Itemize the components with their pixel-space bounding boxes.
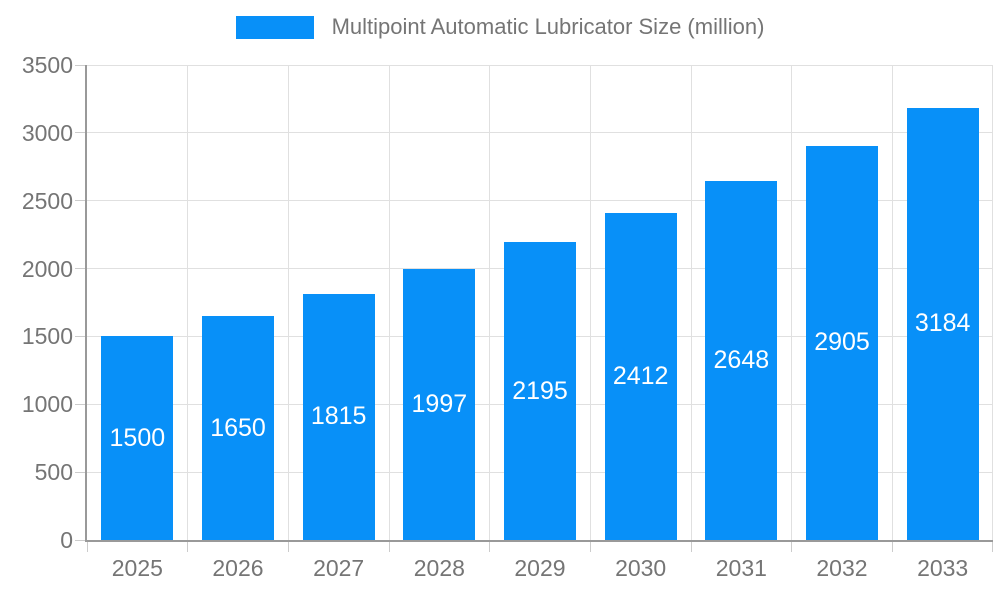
- x-axis-category-label: 2033: [917, 555, 969, 581]
- y-axis-tick: [75, 539, 85, 541]
- plot-area: 0 500 1000 1500 2000 2500 3000 3500 1500 1650 1815…: [22, 52, 993, 581]
- x-axis-tick: [589, 542, 591, 552]
- x-axis-category-label: 2027: [313, 555, 365, 581]
- x-gridline: [489, 65, 491, 540]
- bar[interactable]: 2195: [504, 242, 576, 540]
- y-gridline: [87, 200, 993, 202]
- bar[interactable]: 1815: [302, 293, 375, 540]
- y-axis-tick-label: 3000: [21, 119, 73, 146]
- bar[interactable]: 2648: [705, 180, 778, 540]
- bar-value-label: 2412: [612, 361, 669, 390]
- bar[interactable]: 3184: [906, 107, 979, 540]
- x-axis-category-label: 2028: [413, 555, 465, 581]
- y-gridline: [87, 132, 993, 134]
- x-gridline: [287, 65, 289, 540]
- x-gridline: [690, 65, 692, 540]
- y-axis-tick-label: 2500: [21, 187, 73, 214]
- x-axis-category-label: 2029: [514, 555, 566, 581]
- x-axis-category-label: 2025: [111, 555, 163, 581]
- legend-item[interactable]: Multipoint Automatic Lubricator Size (mi…: [0, 14, 1000, 40]
- x-axis-tick: [690, 542, 692, 552]
- x-axis-tick: [991, 542, 993, 552]
- y-axis-tick-label: 500: [34, 459, 73, 486]
- legend-label: Multipoint Automatic Lubricator Size (mi…: [331, 14, 765, 39]
- x-gridline: [187, 65, 189, 540]
- y-gridline: [87, 64, 993, 66]
- bar[interactable]: 2905: [806, 145, 878, 540]
- bar-value-label: 1815: [310, 402, 367, 431]
- legend-swatch: [235, 15, 314, 39]
- bar[interactable]: 1650: [202, 316, 274, 540]
- bar-value-label: 2195: [512, 376, 568, 405]
- x-axis-tick: [287, 542, 289, 552]
- bar[interactable]: 1997: [403, 268, 476, 540]
- y-axis-tick-label: 2000: [21, 255, 73, 282]
- y-axis-tick-label: 1500: [21, 323, 73, 350]
- x-axis-tick: [86, 542, 88, 552]
- y-axis-tick: [75, 403, 85, 405]
- bar-value-label: 1650: [210, 413, 266, 442]
- x-axis-category-label: 2030: [615, 555, 667, 581]
- y-axis-tick: [75, 200, 85, 202]
- x-axis-tick: [187, 542, 189, 552]
- bar-value-label: 3184: [914, 309, 971, 338]
- x-gridline: [991, 65, 993, 540]
- x-axis-category-label: 2032: [816, 555, 868, 581]
- x-gridline: [791, 65, 793, 540]
- x-gridline: [388, 65, 390, 540]
- x-gridline: [589, 65, 591, 540]
- y-axis-tick: [75, 64, 85, 66]
- y-axis-tick: [75, 335, 85, 337]
- y-axis-tick: [75, 471, 85, 473]
- bar-value-label: 1500: [109, 423, 166, 452]
- bar-value-label: 2905: [814, 328, 870, 357]
- x-gridline: [891, 65, 893, 540]
- x-axis-tick: [489, 542, 491, 552]
- x-axis-category-label: 2026: [212, 555, 264, 581]
- x-axis-tick: [791, 542, 793, 552]
- y-axis-tick-label: 0: [60, 527, 73, 553]
- y-axis-tick-label: 1000: [21, 391, 73, 418]
- x-axis-tick: [388, 542, 390, 552]
- y-axis-tick-label: 3500: [21, 52, 73, 78]
- y-axis-tick: [75, 132, 85, 134]
- bar[interactable]: 1500: [101, 336, 174, 540]
- bar-value-label: 2648: [713, 345, 770, 374]
- y-axis-tick: [75, 268, 85, 270]
- bar[interactable]: 2412: [604, 212, 677, 540]
- x-axis-category-label: 2031: [715, 555, 767, 581]
- x-axis-tick: [891, 542, 893, 552]
- bar-value-label: 1997: [411, 389, 468, 418]
